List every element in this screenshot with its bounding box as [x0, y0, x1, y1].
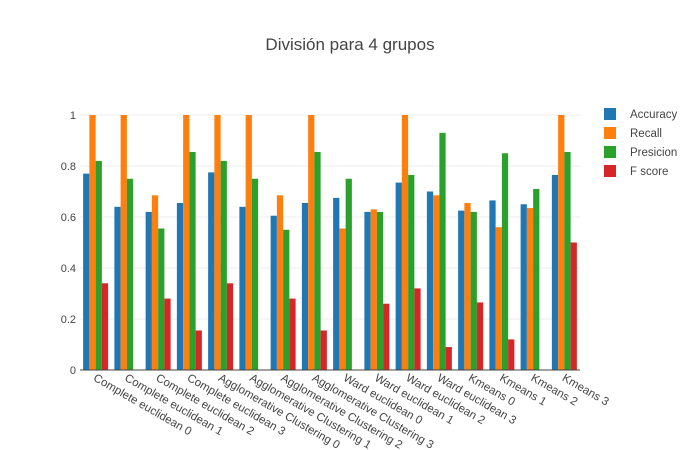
bar-recall[interactable] — [276, 195, 284, 370]
y-tick-label: 0.6 — [61, 212, 76, 224]
bar-presicion[interactable] — [283, 229, 290, 370]
bar-recall[interactable] — [89, 115, 96, 370]
y-tick-label: 0.4 — [61, 263, 76, 275]
bar-presicion[interactable] — [314, 151, 321, 370]
bar-accuracy[interactable] — [114, 206, 121, 370]
bar-f-score[interactable] — [445, 347, 452, 370]
legend-swatch[interactable] — [604, 165, 616, 177]
bar-presicion[interactable] — [220, 160, 227, 370]
bar-presicion[interactable] — [158, 228, 165, 370]
bar-accuracy[interactable] — [270, 215, 277, 370]
y-axis-ticks: 0 0.2 0.4 0.6 0.8 1 — [61, 110, 76, 377]
y-tick-label: 0 — [70, 365, 76, 377]
bar-recall[interactable] — [433, 195, 440, 370]
legend-label[interactable]: Accuracy — [630, 109, 678, 121]
bar-recall[interactable] — [245, 115, 252, 370]
bar-accuracy[interactable] — [208, 172, 215, 370]
bar-recall[interactable] — [370, 209, 377, 370]
bar-presicion[interactable] — [564, 151, 571, 370]
bar-f-score[interactable] — [289, 298, 296, 370]
bar-f-score[interactable] — [226, 283, 234, 370]
bar-presicion[interactable] — [439, 132, 446, 370]
bar-presicion[interactable] — [95, 160, 102, 370]
bar-presicion[interactable] — [408, 174, 415, 370]
chart-title: División para 4 grupos — [265, 35, 434, 54]
legend-swatch[interactable] — [604, 108, 616, 120]
bar-presicion[interactable] — [501, 153, 509, 370]
legend-label[interactable]: Recall — [630, 128, 662, 140]
bar-recall[interactable] — [526, 208, 534, 370]
y-tick-label: 0.8 — [61, 161, 76, 173]
legend-swatch[interactable] — [604, 146, 616, 158]
bar-recall[interactable] — [120, 115, 127, 370]
bar-f-score[interactable] — [195, 330, 202, 370]
bar-recall[interactable] — [558, 115, 565, 370]
bar-accuracy[interactable] — [426, 191, 434, 371]
bars — [83, 115, 577, 370]
bar-recall[interactable] — [183, 115, 190, 370]
bar-recall[interactable] — [339, 228, 346, 370]
bar-accuracy[interactable] — [176, 202, 184, 370]
y-tick-label: 0.2 — [61, 314, 76, 326]
bar-accuracy[interactable] — [520, 204, 527, 370]
legend[interactable]: Accuracy Recall Presicion F score — [604, 108, 678, 178]
bar-presicion[interactable] — [126, 178, 134, 370]
bar-accuracy[interactable] — [364, 211, 371, 370]
bar-accuracy[interactable] — [239, 206, 246, 370]
bar-presicion[interactable] — [251, 178, 259, 370]
bar-presicion[interactable] — [189, 151, 196, 370]
bar-f-score[interactable] — [320, 330, 327, 370]
bar-accuracy[interactable] — [489, 200, 496, 370]
legend-label[interactable]: F score — [630, 166, 668, 178]
bar-recall[interactable] — [214, 115, 221, 370]
bar-presicion[interactable] — [533, 188, 540, 370]
bar-recall[interactable] — [308, 115, 315, 370]
bar-presicion[interactable] — [376, 211, 384, 370]
bar-f-score[interactable] — [570, 242, 577, 371]
bar-accuracy[interactable] — [551, 174, 559, 370]
bar-recall[interactable] — [495, 227, 502, 370]
bar-recall[interactable] — [464, 202, 471, 370]
bar-f-score[interactable] — [414, 288, 421, 370]
y-tick-label: 1 — [70, 110, 76, 122]
bar-presicion[interactable] — [345, 178, 352, 370]
bar-f-score[interactable] — [476, 302, 484, 370]
legend-label[interactable]: Presicion — [630, 147, 677, 159]
bar-f-score[interactable] — [164, 298, 171, 370]
bar-f-score[interactable] — [101, 283, 109, 370]
bar-accuracy[interactable] — [145, 211, 152, 370]
bar-accuracy[interactable] — [83, 173, 90, 370]
bar-f-score[interactable] — [383, 303, 390, 370]
bar-accuracy[interactable] — [458, 210, 465, 370]
bar-f-score[interactable] — [508, 339, 515, 370]
bar-accuracy[interactable] — [333, 197, 340, 370]
bar-accuracy[interactable] — [301, 202, 309, 370]
bar-recall[interactable] — [401, 115, 409, 370]
bar-recall[interactable] — [151, 195, 159, 370]
bar-presicion[interactable] — [470, 211, 477, 370]
bar-accuracy[interactable] — [395, 182, 402, 370]
legend-swatch[interactable] — [604, 127, 616, 139]
